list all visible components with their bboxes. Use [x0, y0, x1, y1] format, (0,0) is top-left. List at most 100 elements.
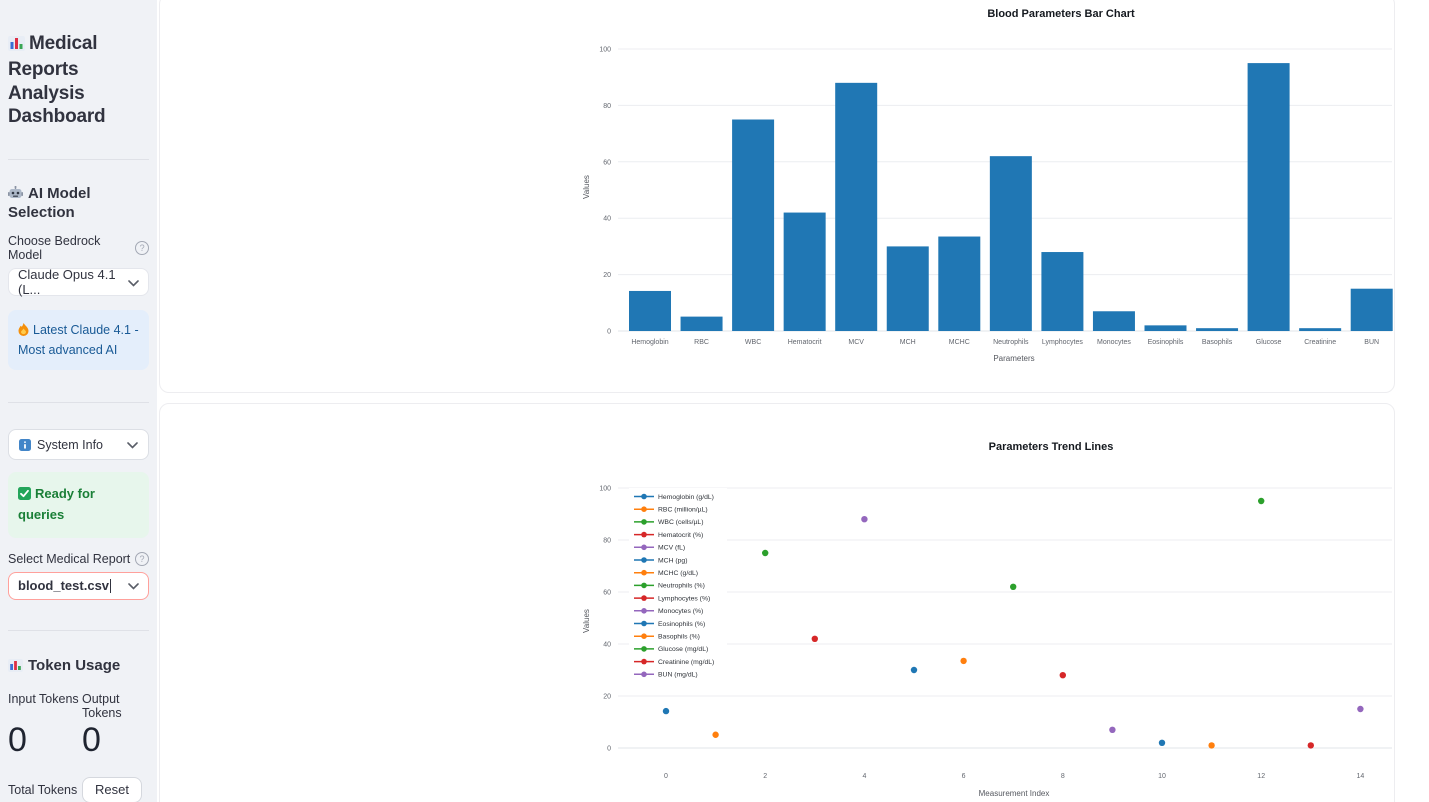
model-selected-value: Claude Opus 4.1 (L...: [18, 267, 116, 297]
y-tick-label: 60: [603, 159, 611, 166]
reset-button[interactable]: Reset: [82, 777, 142, 802]
data-point: [762, 549, 769, 557]
token-usage-heading: Token Usage: [8, 657, 149, 676]
x-tick-label: WBC: [745, 339, 761, 346]
data-point: [811, 635, 818, 642]
legend-label: RBC (million/µL): [658, 507, 708, 514]
legend-label: Hematocrit (%): [658, 532, 703, 539]
y-axis-label: Values: [582, 175, 591, 199]
legend-marker: [641, 582, 647, 589]
x-tick-label: 14: [1357, 773, 1365, 780]
model-section-heading: AI Model Selection: [8, 185, 149, 221]
divider: [8, 159, 149, 160]
bar: [629, 290, 671, 331]
trend-chart-card: 0 20 40 60 80 100 Parameters Trend Lines Measur…: [159, 403, 1395, 802]
y-tick-label: 40: [603, 642, 611, 649]
legend-label: Hemoglobin (g/dL): [658, 494, 714, 501]
help-icon[interactable]: ?: [135, 241, 149, 255]
model-info-banner-text: Latest Claude 4.1 - Most advanced AI: [18, 323, 139, 358]
data-point: [910, 666, 918, 674]
y-tick-label: 0: [607, 746, 611, 753]
report-select-label: Select Medical Report: [8, 551, 131, 566]
x-tick-label: 10: [1158, 773, 1166, 780]
legend-marker: [641, 620, 647, 627]
legend-marker: [641, 608, 647, 614]
legend-label: Creatinine (mg/dL): [658, 659, 714, 666]
bar: [1196, 328, 1239, 331]
model-section-heading-text: AI Model Selection: [8, 185, 91, 221]
x-tick-label: MCV: [848, 339, 864, 346]
system-info-expander[interactable]: System Info: [8, 429, 149, 461]
legend-marker: [641, 493, 647, 500]
token-usage-heading-text: Token Usage: [28, 656, 121, 674]
x-tick-label: 0: [664, 773, 668, 780]
model-select-label: Choose Bedrock Model: [8, 234, 101, 262]
x-tick-label: 2: [763, 773, 767, 780]
system-info-expander-label: System Info: [37, 437, 103, 452]
bar: [938, 236, 981, 331]
data-point: [662, 707, 670, 715]
page-title: Medical Reports Analysis Dashboard: [8, 32, 149, 129]
x-tick-label: 4: [862, 773, 866, 780]
status-badge: Ready for queries: [8, 472, 149, 538]
data-point: [861, 516, 868, 523]
output-tokens-value: 0: [82, 720, 101, 759]
help-icon[interactable]: ?: [135, 551, 149, 566]
bar: [1299, 328, 1342, 331]
bar: [989, 156, 1032, 331]
bar-chart-icon: [8, 34, 25, 58]
model-info-banner: Latest Claude 4.1 - Most advanced AI: [8, 310, 149, 371]
check-icon: [18, 487, 31, 506]
legend-label: WBC (cells/µL): [658, 519, 703, 526]
x-tick-label: MCH: [900, 339, 916, 346]
data-point: [1307, 742, 1314, 749]
legend-marker: [641, 671, 647, 678]
legend-marker: [641, 569, 647, 576]
text-caret: [110, 578, 112, 593]
bar: [732, 119, 775, 331]
model-label-row: Choose Bedrock Model ?: [8, 234, 149, 262]
report-selected-value: blood_test.csv: [18, 578, 110, 594]
divider: [8, 629, 149, 631]
legend-marker: [641, 531, 647, 538]
x-tick-label: 12: [1257, 773, 1265, 780]
data-point: [712, 731, 719, 738]
output-tokens-label: Output Tokens: [82, 691, 122, 720]
info-icon: [19, 438, 31, 451]
x-tick-label: Creatinine: [1304, 339, 1336, 346]
bar: [1144, 325, 1187, 331]
chevron-down-icon: [128, 275, 139, 290]
legend-marker: [641, 557, 647, 563]
y-tick-label: 60: [603, 590, 611, 597]
bar: [835, 82, 878, 331]
legend-marker: [641, 506, 647, 512]
legend-label: BUN (mg/dL): [658, 672, 698, 679]
chart-title: Blood Parameters Bar Chart: [987, 8, 1135, 20]
token-metrics: Input Tokens Output Tokens 0 0: [8, 692, 149, 759]
report-selectbox[interactable]: blood_test.csv: [8, 571, 149, 600]
fire-icon: [18, 323, 29, 341]
data-point: [1010, 583, 1017, 590]
x-tick-label: Glucose: [1256, 339, 1282, 346]
status-badge-text: Ready for queries: [18, 486, 95, 523]
sidebar: Medical Reports Analysis Dashboard AI Mo…: [0, 0, 157, 802]
bar: [1247, 63, 1290, 331]
data-point: [1059, 672, 1066, 679]
y-tick-label: 20: [603, 694, 611, 701]
legend-label: Glucose (mg/dL): [658, 646, 708, 653]
legend-marker: [641, 544, 647, 551]
x-tick-label: Neutrophils: [993, 339, 1029, 346]
legend-label: Neutrophils (%): [658, 583, 705, 590]
x-tick-label: Eosinophils: [1148, 339, 1184, 346]
input-tokens-label: Input Tokens: [8, 691, 79, 706]
x-tick-label: MCHC: [949, 339, 970, 346]
x-tick-label: 6: [962, 773, 966, 780]
legend-marker: [641, 646, 647, 652]
data-point: [1158, 739, 1166, 746]
bar: [783, 212, 826, 331]
total-tokens-row: Total Tokens Reset 0: [8, 777, 149, 802]
legend-label: Lymphocytes (%): [658, 595, 710, 602]
model-selectbox[interactable]: Claude Opus 4.1 (L...: [8, 267, 149, 297]
bar-chart: 0 20 40 60 80 100 Blood Parameters Bar Chart Pa…: [582, 8, 1393, 363]
